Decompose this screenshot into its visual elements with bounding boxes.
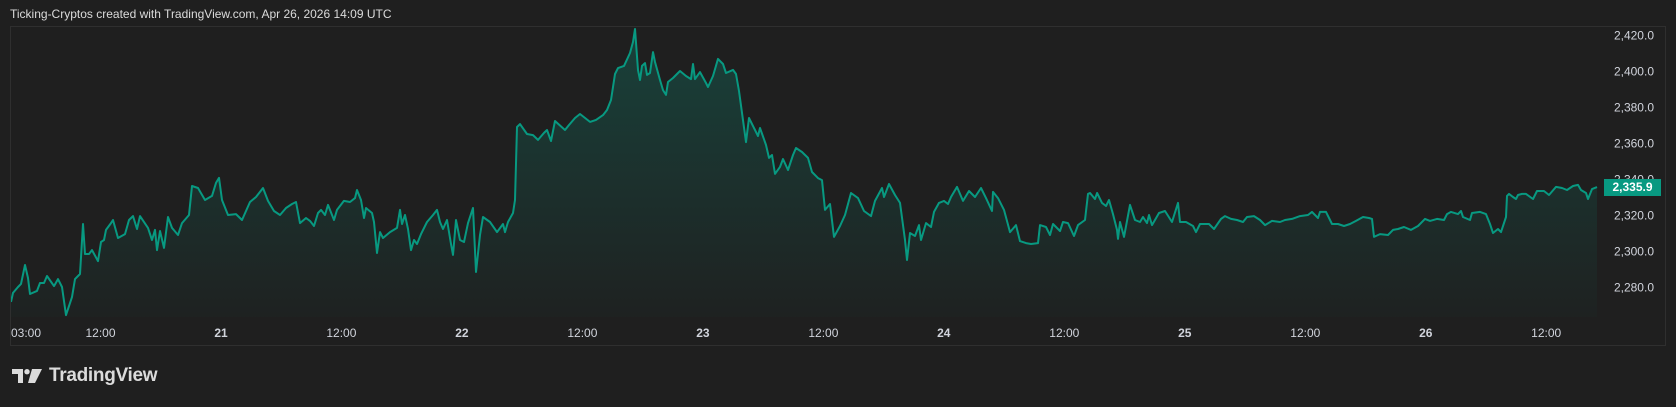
day-tick-label: 25 [1178, 326, 1192, 340]
tradingview-logo[interactable]: TradingView [12, 365, 158, 386]
time-axis[interactable]: 03:00 12:00 21 12:00 22 12:00 23 12:00 24 12:00 25… [11, 326, 1562, 340]
day-tick-label: 21 [214, 326, 228, 340]
price-tick-label: 2,320.0 [1614, 209, 1654, 223]
tradingview-logo-text: TradingView [49, 365, 158, 386]
time-tick-label: 03:00 [11, 326, 41, 340]
price-line [11, 28, 1598, 317]
day-tick-label: 22 [455, 326, 469, 340]
time-tick-label: 12:00 [85, 326, 115, 340]
price-tick-label: 2,400.0 [1614, 65, 1654, 79]
price-area-fill [11, 29, 1597, 317]
day-tick-label: 26 [1419, 326, 1433, 340]
price-tick-label: 2,380.0 [1614, 101, 1654, 115]
price-axis[interactable]: 2,420.02,400.02,380.02,360.02,340.02,320… [1614, 29, 1654, 295]
chart-attribution: Ticking-Cryptos created with TradingView… [10, 7, 392, 21]
time-tick-label: 12:00 [1049, 326, 1079, 340]
price-tick-label: 2,280.0 [1614, 281, 1654, 295]
time-tick-label: 12:00 [326, 326, 356, 340]
day-tick-label: 23 [696, 326, 710, 340]
day-tick-label: 24 [937, 326, 951, 340]
time-tick-label: 12:00 [1290, 326, 1320, 340]
price-tick-label: 2,420.0 [1614, 29, 1654, 43]
price-tick-label: 2,300.0 [1614, 245, 1654, 259]
time-tick-label: 12:00 [1531, 326, 1561, 340]
price-tick-label: 2,360.0 [1614, 137, 1654, 151]
tradingview-logo-icon [12, 369, 42, 383]
last-price-tag: 2,335.9 [1604, 179, 1661, 196]
chart-frame [10, 26, 1666, 346]
time-tick-label: 12:00 [808, 326, 838, 340]
time-tick-label: 12:00 [567, 326, 597, 340]
